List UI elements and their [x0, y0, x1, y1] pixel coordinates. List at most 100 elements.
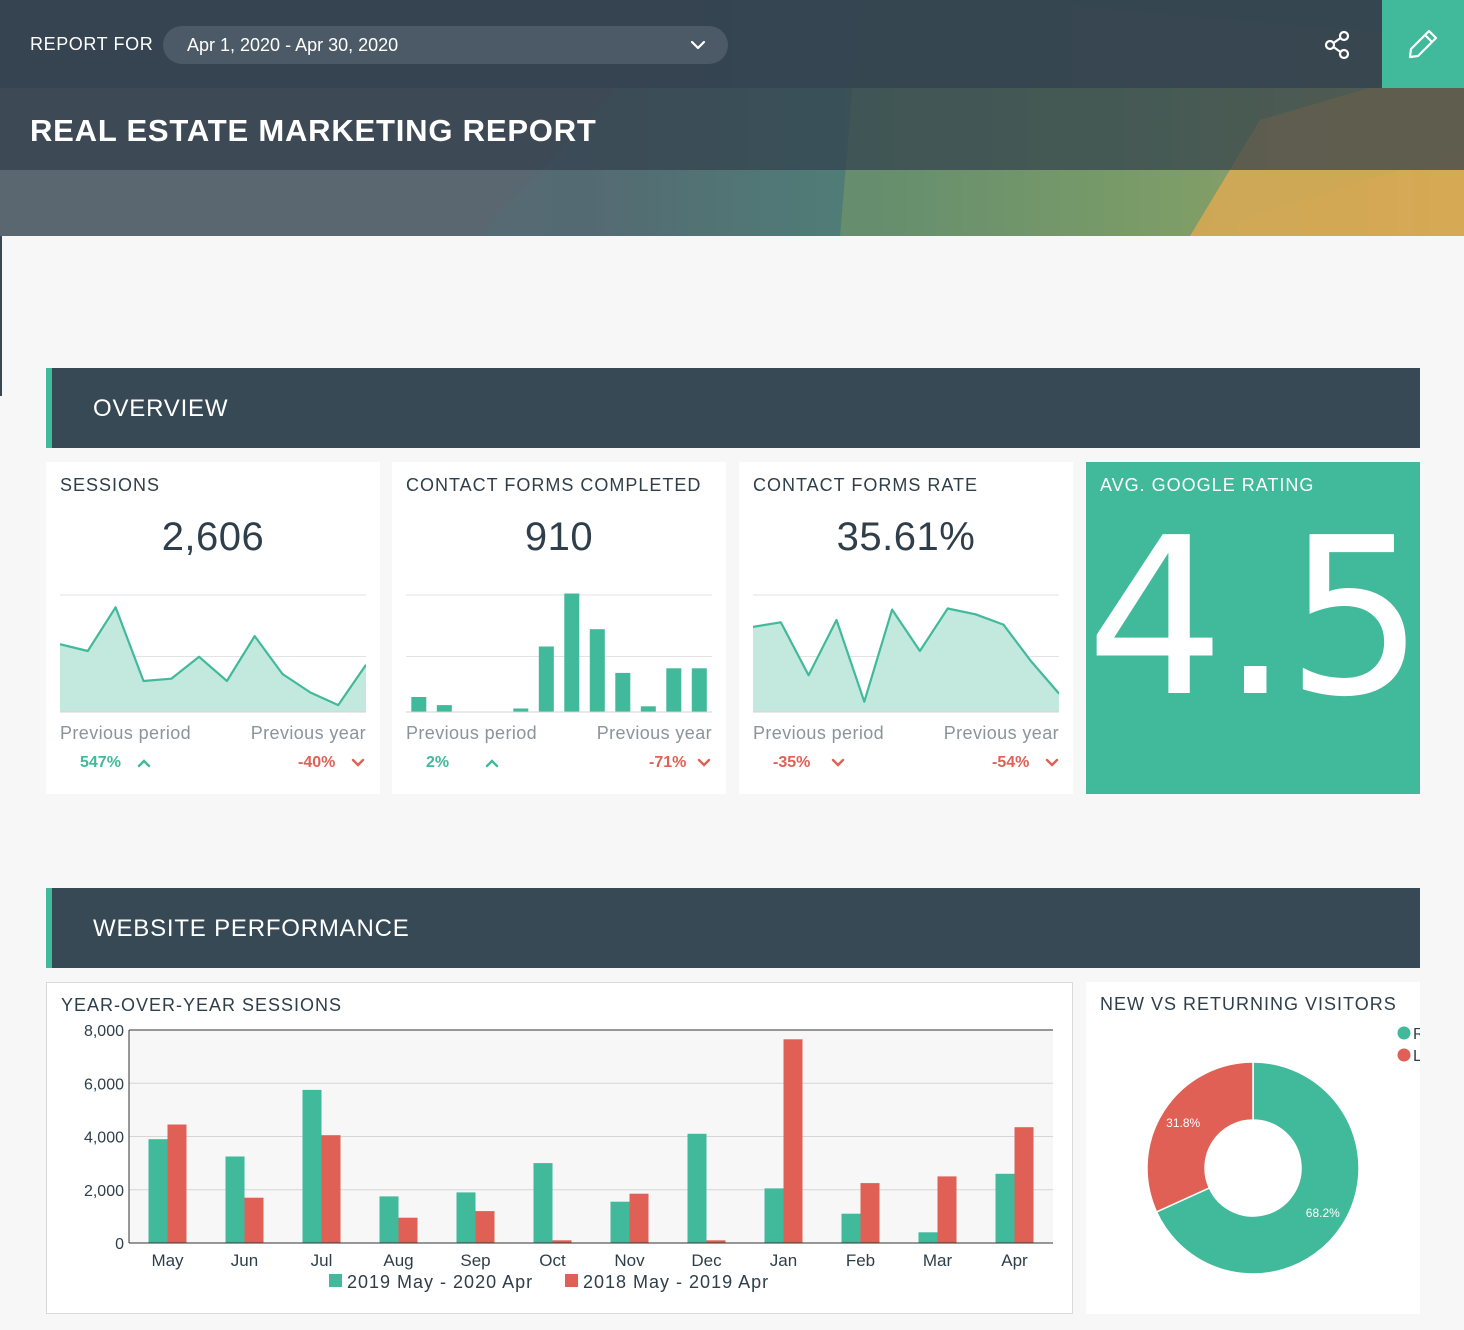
chart-title: YEAR-OVER-YEAR SESSIONS — [61, 995, 343, 1015]
sparkline-bar — [589, 629, 605, 712]
report-for-label: REPORT FOR — [30, 34, 154, 54]
section-header-overview: OVERVIEW — [46, 368, 1420, 448]
bar-current — [687, 1133, 707, 1243]
x-tick-label: Feb — [846, 1251, 875, 1270]
bar-previous — [475, 1211, 495, 1243]
section-title: WEBSITE PERFORMANCE — [93, 915, 410, 942]
bar-current — [918, 1232, 938, 1243]
kpi-value: 2,606 — [161, 515, 265, 559]
y-tick-label: 6,000 — [84, 1076, 124, 1093]
date-range-dropdown[interactable]: Apr 1, 2020 - Apr 30, 2020 — [163, 26, 728, 64]
kpi-card-contact-forms-rate: CONTACT FORMS RATE 35.61% Previous perio… — [739, 462, 1073, 794]
bar-previous — [629, 1193, 649, 1243]
kpi-value: 910 — [524, 515, 594, 559]
legend-label: 2018 May - 2019 Apr — [583, 1272, 769, 1292]
x-tick-label: Jun — [231, 1251, 258, 1270]
legend-label: L — [1413, 1048, 1420, 1065]
sparkline-line — [60, 606, 366, 707]
donut-slice — [1146, 1061, 1254, 1213]
arrow-up-icon — [137, 759, 151, 768]
y-tick-label: 0 — [115, 1236, 124, 1253]
sparkline-bar — [666, 668, 682, 712]
x-tick-label: Oct — [539, 1251, 566, 1270]
sparkline-area — [753, 608, 1059, 712]
kpi-card-contact-forms-completed: CONTACT FORMS COMPLETED 910 Previous per… — [392, 462, 726, 794]
kpi-title: SESSIONS — [60, 475, 161, 495]
sparkline-chart — [406, 593, 712, 713]
bar-previous — [937, 1176, 957, 1243]
arrow-down-icon — [831, 758, 845, 767]
kpi-card-avg-google-rating: AVG. GOOGLE RATING 4.5 — [1086, 462, 1425, 794]
x-tick-label: Aug — [383, 1251, 413, 1270]
bar-previous — [552, 1240, 572, 1243]
previous-period-label: Previous period — [406, 723, 538, 743]
x-tick-label: Nov — [614, 1251, 645, 1270]
x-tick-label: Mar — [923, 1251, 953, 1270]
sparkline-chart — [753, 594, 1059, 713]
legend-swatch — [565, 1274, 578, 1287]
previous-year-change: -71% — [649, 754, 687, 771]
bar-current — [610, 1201, 630, 1243]
title-bar — [0, 88, 1464, 170]
bar-previous — [321, 1135, 341, 1243]
previous-period-change: 547% — [80, 754, 121, 771]
kpi-value: 35.61% — [836, 515, 976, 559]
x-tick-label: May — [151, 1251, 184, 1270]
sparkline-bar — [538, 646, 554, 712]
arrow-down-icon — [697, 758, 711, 767]
kpi-title: CONTACT FORMS RATE — [753, 475, 978, 495]
bar-previous — [1014, 1127, 1034, 1243]
y-tick-label: 8,000 — [84, 1023, 124, 1040]
x-tick-label: Sep — [460, 1251, 490, 1270]
previous-period-label: Previous period — [753, 723, 885, 743]
legend-label: 2019 May - 2020 Apr — [347, 1272, 533, 1292]
date-range-value: Apr 1, 2020 - Apr 30, 2020 — [187, 35, 399, 55]
donut-slice — [1155, 1061, 1360, 1275]
bar-current — [995, 1173, 1015, 1243]
bar-current — [841, 1213, 861, 1243]
x-tick-label: Dec — [691, 1251, 722, 1270]
previous-year-label: Previous year — [596, 723, 712, 743]
pencil-icon — [1408, 29, 1438, 59]
section-header-website-performance: WEBSITE PERFORMANCE — [46, 888, 1420, 968]
edit-button[interactable] — [1382, 0, 1464, 88]
section-title: OVERVIEW — [93, 395, 229, 422]
arrow-up-icon — [485, 759, 499, 768]
previous-year-label: Previous year — [943, 723, 1059, 743]
sparkline-bar — [691, 668, 707, 712]
kpi-title: AVG. GOOGLE RATING — [1100, 475, 1315, 495]
sparkline-bar — [615, 672, 631, 712]
legend-label: R — [1413, 1026, 1420, 1043]
bar-current — [148, 1139, 168, 1243]
previous-year-change: -40% — [298, 754, 336, 771]
new-vs-returning-visitors-card: 68.2% 31.8% R L NEW VS RETURNING VISITORS — [1086, 982, 1420, 1314]
slice-label: 68.2% — [1306, 1206, 1340, 1220]
y-tick-label: 2,000 — [84, 1183, 124, 1200]
legend-swatch — [1397, 1026, 1411, 1040]
bar-current — [302, 1089, 322, 1243]
sparkline-bar — [436, 705, 452, 712]
report-title: REAL ESTATE MARKETING REPORT — [30, 113, 597, 148]
bar-previous — [860, 1183, 880, 1243]
x-tick-label: Jul — [311, 1251, 333, 1270]
bar-current — [379, 1196, 399, 1243]
previous-period-change: -35% — [773, 754, 811, 771]
sparkline-bar — [513, 708, 529, 712]
share-icon[interactable] — [1322, 29, 1354, 61]
bar-previous — [706, 1240, 726, 1243]
kpi-title: CONTACT FORMS COMPLETED — [406, 475, 702, 495]
bar-previous — [244, 1197, 264, 1243]
sparkline-bar — [640, 706, 656, 713]
bar-previous — [783, 1039, 803, 1243]
kpi-card-sessions: SESSIONS 2,606 Previous period Previous … — [46, 462, 380, 794]
sparkline-bar — [564, 593, 580, 712]
new-vs-returning-donut-chart: 68.2% 31.8% RL — [1146, 1026, 1420, 1275]
bar-current — [764, 1188, 784, 1243]
sparkline-area — [60, 607, 366, 712]
report-header — [0, 0, 1464, 236]
divider — [0, 236, 2, 396]
arrow-down-icon — [351, 758, 365, 767]
sparkline-bar — [411, 697, 427, 712]
legend-swatch — [1397, 1048, 1411, 1062]
previous-year-change: -54% — [992, 754, 1030, 771]
